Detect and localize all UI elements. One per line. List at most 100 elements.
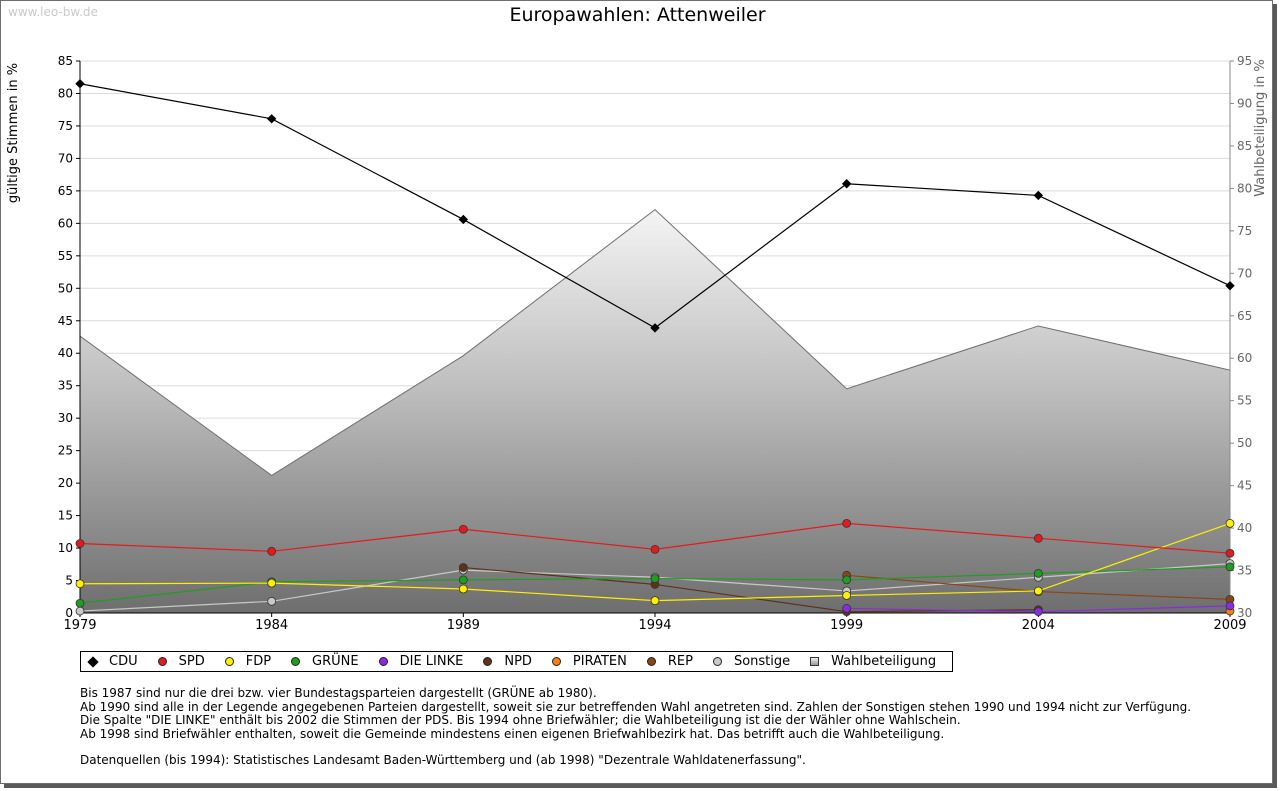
x-tick-label: 1979 — [63, 618, 96, 633]
legend-marker-icon — [810, 657, 820, 666]
watermark: www.leo-bw.de — [8, 5, 98, 19]
legend-label: CDU — [109, 654, 138, 669]
legend-item: GRÜNE — [291, 654, 359, 669]
x-tick-label: 1989 — [447, 618, 480, 633]
data-point-npd — [458, 563, 468, 572]
data-point-spd — [267, 546, 277, 556]
data-point-fdp — [1225, 518, 1235, 528]
y2-tick-label: 35 — [1237, 564, 1252, 578]
y2-tick-label: 60 — [1237, 351, 1252, 365]
data-point-cdu — [458, 214, 469, 225]
y-tick-label: 30 — [58, 411, 73, 425]
y2-axis-label: Wahlbeteiligung in % — [1253, 59, 1268, 196]
x-tick-label: 1999 — [830, 618, 863, 633]
data-point-gr-ne — [1225, 562, 1235, 572]
y-tick-label: 0 — [65, 606, 73, 620]
data-point-spd — [458, 524, 468, 534]
data-point-spd — [650, 544, 660, 554]
data-point-cdu — [75, 79, 85, 89]
data-point-cdu — [266, 114, 277, 124]
data-point-cdu — [1033, 190, 1044, 201]
data-point-gr-ne — [1033, 568, 1043, 578]
x-tick-label: 2009 — [1213, 618, 1246, 633]
data-point-spd — [1225, 548, 1235, 558]
y-tick-label: 75 — [58, 119, 73, 133]
legend-item: DIE LINKE — [378, 654, 464, 669]
data-point-fdp — [458, 584, 468, 594]
legend-label: Sonstige — [733, 654, 791, 669]
data-point-fdp — [1033, 586, 1043, 596]
legend-label: PIRATEN — [572, 654, 627, 669]
y-tick-label: 85 — [58, 54, 73, 68]
legend-label: REP — [667, 654, 693, 669]
y-tick-label: 25 — [58, 444, 73, 458]
note-line: Die Spalte "DIE LINKE" enthält bis 2002 … — [80, 713, 961, 727]
y2-tick-label: 55 — [1237, 394, 1252, 408]
x-tick-label: 1984 — [255, 618, 288, 633]
legend-item: CDU — [87, 654, 138, 669]
x-tick-label: 1994 — [638, 618, 671, 633]
data-point-sonstige — [75, 606, 85, 616]
y-tick-label: 10 — [58, 541, 73, 555]
data-point-fdp — [75, 579, 85, 589]
legend-item: Wahlbeteiligung — [810, 654, 936, 669]
data-point-cdu — [650, 323, 660, 333]
y2-tick-label: 80 — [1237, 181, 1252, 195]
legend-marker-icon — [87, 655, 99, 668]
data-point-gr-ne — [650, 574, 660, 583]
legend-label: DIE LINKE — [399, 654, 464, 669]
y-tick-label: 70 — [58, 151, 73, 165]
legend-marker-icon — [378, 657, 388, 666]
y-tick-label: 45 — [58, 314, 73, 328]
y-tick-label: 65 — [58, 184, 73, 198]
y-axis-label: gültige Stimmen in % — [6, 63, 21, 203]
legend-marker-icon — [712, 657, 722, 666]
y-tick-label: 50 — [58, 281, 73, 295]
legend-marker-icon — [646, 657, 656, 666]
y-tick-label: 15 — [58, 509, 73, 523]
chart-legend: CDU SPD FDP GRÜNE DIE LINKE NPD PIRATEN REP Sons… — [80, 651, 954, 672]
legend-label: Wahlbeteiligung — [831, 654, 937, 669]
y2-tick-label: 40 — [1237, 521, 1252, 535]
legend-item: NPD — [483, 654, 532, 669]
y2-tick-label: 70 — [1237, 266, 1252, 280]
data-point-spd — [1033, 533, 1043, 543]
y2-tick-label: 85 — [1237, 139, 1252, 153]
y-tick-label: 5 — [65, 574, 73, 588]
data-point-die-linke — [842, 604, 852, 613]
x-tick-label: 2004 — [1022, 618, 1055, 633]
y2-tick-label: 30 — [1237, 606, 1252, 620]
y2-tick-label: 75 — [1237, 224, 1252, 238]
legend-item: REP — [646, 654, 693, 669]
legend-label: GRÜNE — [312, 654, 359, 669]
data-point-spd — [842, 518, 852, 528]
data-point-gr-ne — [842, 575, 852, 585]
notes: Bis 1987 sind nur die drei bzw. vier Bun… — [80, 686, 1192, 768]
note-line: Ab 1990 sind alle in der Legende angegeb… — [80, 699, 1192, 714]
data-point-fdp — [650, 596, 660, 606]
legend-marker-icon — [291, 657, 301, 666]
legend-item: Sonstige — [712, 654, 791, 669]
data-point-cdu — [841, 179, 852, 189]
y-tick-label: 40 — [58, 346, 73, 360]
data-point-sonstige — [267, 596, 277, 606]
legend-marker-icon — [224, 657, 234, 666]
note-line: Bis 1987 sind nur die drei bzw. vier Bun… — [80, 686, 597, 700]
data-point-die-linke — [1033, 607, 1043, 617]
data-point-die-linke — [1225, 601, 1235, 611]
legend-marker-icon — [483, 657, 493, 666]
y2-tick-label: 50 — [1237, 436, 1252, 450]
legend-marker-icon — [157, 657, 167, 666]
data-point-fdp — [842, 591, 852, 600]
legend-item: SPD — [157, 654, 205, 669]
sources-line: Datenquellen (bis 1994): Statistisches L… — [80, 753, 806, 767]
y-tick-label: 35 — [58, 379, 73, 393]
y2-tick-label: 65 — [1237, 309, 1252, 323]
data-point-gr-ne — [75, 598, 85, 608]
data-point-gr-ne — [458, 575, 468, 585]
legend-label: SPD — [178, 654, 205, 669]
legend-label: NPD — [504, 654, 532, 669]
data-point-cdu — [1225, 280, 1235, 291]
y-tick-label: 55 — [58, 249, 73, 263]
